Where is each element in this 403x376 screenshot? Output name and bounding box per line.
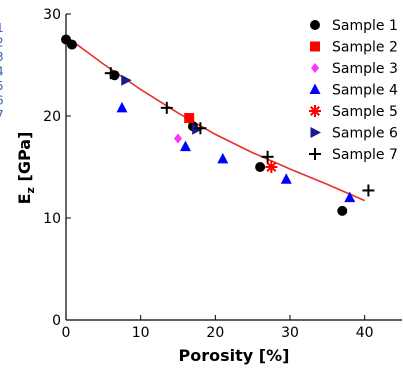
data-point bbox=[337, 205, 348, 216]
x-tick-labels: 0 10 20 30 40 bbox=[62, 325, 374, 341]
edge-char: 6 bbox=[0, 94, 4, 108]
legend-marker bbox=[310, 127, 321, 138]
legend-marker bbox=[309, 83, 321, 94]
data-point bbox=[104, 67, 117, 80]
data-point bbox=[194, 122, 207, 135]
data-point bbox=[179, 140, 191, 152]
fit-curve bbox=[65, 35, 365, 202]
legend-marker bbox=[310, 41, 320, 52]
data-point bbox=[66, 39, 77, 50]
series-sample-1 bbox=[61, 34, 348, 216]
y-axis-label-main: E bbox=[15, 193, 34, 204]
data-point bbox=[184, 113, 195, 124]
legend: Sample 1 Sample 2 Sample 3 Sample 4 Sample 5… bbox=[309, 18, 398, 163]
legend-item: Sample 7 bbox=[309, 147, 398, 163]
series-sample-2 bbox=[184, 113, 195, 124]
data-point bbox=[280, 173, 292, 184]
data-point bbox=[261, 150, 274, 163]
legend-marker bbox=[310, 20, 320, 30]
legend-item: Sample 1 bbox=[310, 18, 398, 34]
data-point bbox=[116, 101, 128, 113]
x-tick-label: 30 bbox=[281, 325, 299, 341]
edge-char: 7 bbox=[0, 108, 4, 122]
legend-label: Sample 1 bbox=[332, 18, 398, 34]
x-tick-label: 40 bbox=[356, 325, 374, 341]
y-axis-label-unit: [GPa] bbox=[15, 132, 34, 182]
data-point bbox=[362, 184, 375, 197]
legend-marker bbox=[309, 105, 321, 117]
y-axis-label-sub: z bbox=[24, 187, 37, 193]
data-point bbox=[160, 101, 173, 114]
y-tick-labels: 0 10 20 30 bbox=[43, 7, 61, 329]
series-sample-6 bbox=[121, 74, 203, 135]
legend-item: Sample 3 bbox=[311, 61, 398, 77]
data-point bbox=[344, 191, 356, 203]
legend-label: Sample 5 bbox=[332, 104, 398, 120]
legend-label: Sample 6 bbox=[332, 126, 398, 142]
legend-item: Sample 6 bbox=[310, 126, 398, 142]
data-point bbox=[192, 123, 203, 135]
legend-label: Sample 7 bbox=[332, 147, 398, 163]
x-tick-label: 20 bbox=[206, 325, 224, 341]
legend-item: Sample 5 bbox=[309, 104, 398, 120]
y-tick-label: 20 bbox=[43, 109, 61, 125]
series-sample-3 bbox=[174, 133, 182, 144]
left-edge-fragment: 1234567 bbox=[0, 21, 4, 122]
legend-item: Sample 4 bbox=[309, 83, 398, 99]
data-point bbox=[121, 74, 132, 86]
edge-char: 3 bbox=[0, 50, 4, 64]
legend-marker bbox=[309, 148, 321, 160]
svg-text:Ez [GPa]: Ez [GPa] bbox=[15, 132, 37, 205]
grid-ticks bbox=[65, 13, 366, 321]
edge-char: 2 bbox=[0, 36, 4, 50]
data-point bbox=[255, 162, 266, 172]
x-axis-label: Porosity [%] bbox=[179, 346, 290, 365]
y-axis-label: Ez [GPa] bbox=[15, 132, 37, 205]
y-tick-label: 0 bbox=[52, 313, 61, 329]
data-points bbox=[61, 34, 375, 216]
series-sample-7 bbox=[104, 67, 375, 197]
y-tick-label: 30 bbox=[43, 7, 61, 23]
x-tick-label: 10 bbox=[132, 325, 150, 341]
legend-label: Sample 3 bbox=[332, 61, 398, 77]
plot-area bbox=[61, 13, 402, 321]
data-point bbox=[217, 152, 229, 164]
data-point bbox=[174, 133, 182, 144]
legend-label: Sample 4 bbox=[332, 83, 398, 99]
series-sample-4 bbox=[116, 101, 356, 203]
edge-char: 4 bbox=[0, 65, 4, 79]
series-sample-5 bbox=[265, 161, 278, 173]
x-tick-label: 0 bbox=[62, 325, 71, 341]
legend-label: Sample 2 bbox=[332, 40, 398, 56]
edge-char: 5 bbox=[0, 79, 4, 93]
legend-marker bbox=[311, 63, 319, 73]
edge-char: 1 bbox=[0, 21, 4, 35]
y-tick-label: 10 bbox=[43, 211, 61, 227]
data-point bbox=[265, 161, 278, 173]
legend-item: Sample 2 bbox=[310, 40, 398, 56]
